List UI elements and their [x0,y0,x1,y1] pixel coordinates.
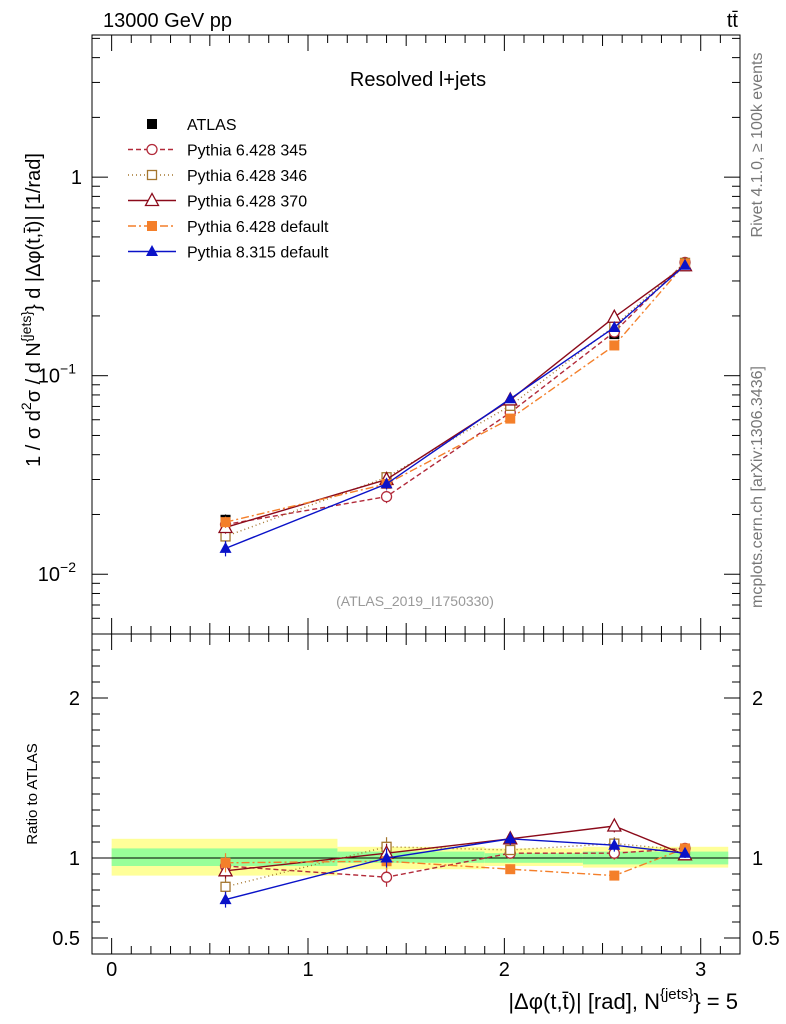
ratio-point [219,893,232,905]
legend-item-atlas: ATLAS [147,117,237,134]
legend-marker [146,169,158,181]
legend-marker [147,221,157,231]
ratio-point [380,871,393,883]
legend-label: Pythia 6.428 346 [187,168,307,185]
legend-marker [144,192,160,207]
main-panel: 10−210−11 Resolved l+jets (ATLAS_2019_I1… [18,34,741,635]
data-point [606,308,622,323]
series-line [225,263,686,523]
series-pythia-6-428-370 [217,257,693,534]
legend-marker [147,119,157,129]
series-pythia-6-428-345 [219,256,691,531]
energy-label: 13000 GeV pp [103,10,232,32]
ratio-series [217,817,693,908]
x-tick-label: 3 [695,959,706,981]
series-line [225,265,686,529]
x-tick-label: 2 [499,959,510,981]
ratio-point [608,838,621,850]
ratio-point [505,864,516,875]
data-point [679,258,692,270]
ratio-point [220,857,231,868]
ratio-tick-labels: 0 1 2 3 0.5 0.5 1 1 2 2 [52,688,780,981]
legend-item-pythia-6-428-346: Pythia 6.428 346 [128,168,307,185]
series-line [225,262,686,538]
ratio-axis-ticks [92,634,741,954]
series-pythia-8-315-default [219,258,692,557]
legend-item-pythia-8-315-default: Pythia 8.315 default [128,245,329,262]
legend-label: Pythia 6.428 345 [187,143,307,160]
main-y-tick-labels: 10−210−11 [38,167,82,586]
data-point [220,517,231,528]
data-point [608,320,621,332]
ratio-frame [91,633,741,955]
x-axis-label: |Δφ(t,t̄)| [rad], N{jets}} = 5 [508,986,738,1014]
legend-label: Pythia 6.428 default [187,219,329,236]
main-axis-ticks [92,35,741,635]
data-point [219,541,232,553]
data-point [380,490,393,503]
series-atlas [220,261,691,526]
inner-uncertainty [337,851,485,863]
data-point [380,477,393,489]
ratio-series-pythia-8-315-default [219,832,692,908]
ratio-y-axis-label: Ratio to ATLAS [24,743,41,844]
ratio-y-tick-label: 2 [69,688,80,710]
data-point [609,340,620,351]
mcplots-label: mcplots.cern.ch [arXiv:1306.3436] [749,366,766,608]
ratio-y-tick-label: 1 [69,848,80,870]
ratio-point [504,832,517,844]
ratio-point [220,881,231,892]
legend: ATLAS Pythia 6.428 345 Pythia 6.428 346 Pyt… [128,117,329,262]
legend-marker [146,143,158,156]
ratio-point [505,844,516,856]
process-label: tt̄ [727,10,739,32]
main-y-axis-label: 1 / σ d2σ / d N{jets}} d |Δφ(t,t̄)| [1/r… [18,153,45,467]
ratio-y-tick-label: 0.5 [52,928,80,950]
x-tick-label: 0 [106,959,117,981]
rivet-label: Rivet 4.1.0, ≥ 100k events [749,53,766,238]
ratio-y-tick-label-right: 2 [752,688,763,710]
legend-label: Pythia 6.428 370 [187,194,307,211]
chart-title: Resolved l+jets [350,69,486,91]
main-series [217,256,693,557]
legend-item-pythia-6-428-370: Pythia 6.428 370 [128,192,307,211]
x-tick-label: 1 [302,959,313,981]
y-tick-label: 1 [71,167,82,189]
y-tick-label: 10−2 [38,559,76,586]
ratio-point [606,817,622,832]
legend-marker [146,245,158,256]
legend-label: ATLAS [187,117,237,134]
series-line [225,261,686,526]
data-point [504,392,517,404]
ratio-point [679,846,692,858]
series-pythia-6-428-default [220,258,691,528]
ratio-panel: 0 1 2 3 0.5 0.5 1 1 2 2 Ratio to ATLAS |Δφ(t,t̄)|… [24,633,780,1014]
data-point [505,413,516,424]
analysis-watermark: (ATLAS_2019_I1750330) [336,593,494,609]
ratio-point [609,870,620,881]
series-pythia-6-428-346 [220,257,691,544]
ratio-y-tick-label-right: 0.5 [752,928,780,950]
ratio-point [380,851,393,863]
legend-item-pythia-6-428-default: Pythia 6.428 default [128,219,329,236]
ratio-y-tick-label-right: 1 [752,848,763,870]
legend-label: Pythia 8.315 default [187,245,329,262]
legend-item-pythia-6-428-345: Pythia 6.428 345 [128,143,307,160]
ratio-line [225,847,686,878]
